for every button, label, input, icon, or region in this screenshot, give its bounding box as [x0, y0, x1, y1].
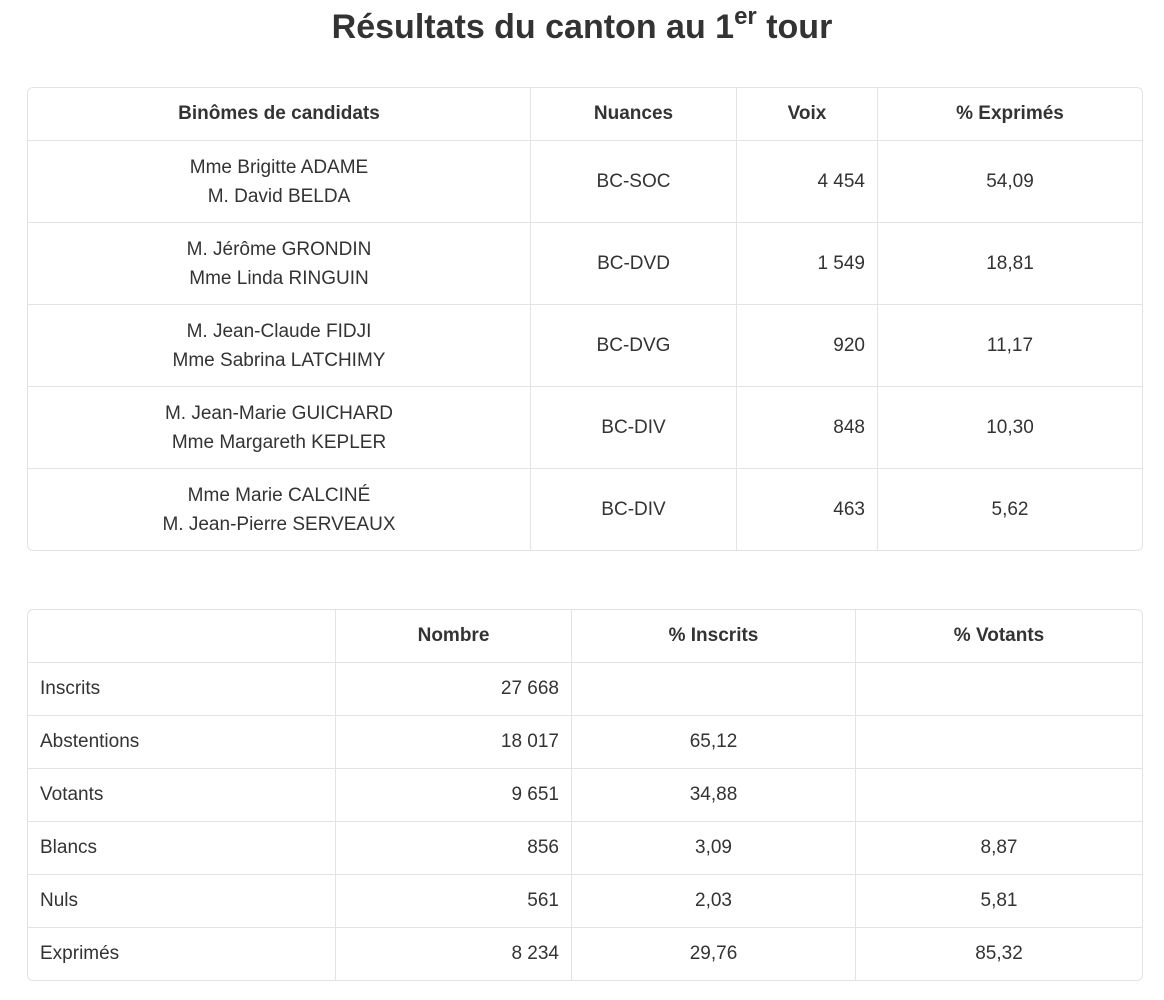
candidates-cell: M. Jean-Marie GUICHARD Mme Margareth KEPL…	[28, 387, 531, 469]
title-superscript: er	[734, 3, 757, 30]
nuance-cell: BC-DIV	[531, 387, 737, 469]
pct-votants-cell: 85,32	[975, 943, 1023, 964]
header-nuances: Nuances	[531, 88, 737, 141]
header-binomes: Binômes de candidats	[28, 88, 531, 141]
table-row: Blancs 856 3,09 8,87	[28, 822, 1142, 875]
label-cell: Blancs	[28, 822, 336, 875]
table-row: M. Jean-Marie GUICHARD Mme Margareth KEPL…	[28, 387, 1142, 469]
table-row: Inscrits 27 668	[28, 663, 1142, 716]
table-row: Abstentions 18 017 65,12	[28, 716, 1142, 769]
header-empty	[28, 610, 336, 663]
voix-cell: 1 549	[737, 223, 878, 305]
candidates-table: Binômes de candidats Nuances Voix % Expr…	[27, 87, 1143, 551]
nombre-cell: 856	[336, 822, 572, 875]
pct-exprimes-cell: 5,62	[991, 499, 1029, 520]
nuance-cell: BC-DIV	[531, 469, 737, 550]
nuance-cell: BC-DVG	[531, 305, 737, 387]
table-header-row: Nombre % Inscrits % Votants	[28, 610, 1142, 663]
table-row: Mme Brigitte ADAME M. David BELDA BC-SOC …	[28, 141, 1142, 223]
table-row: Nuls 561 2,03 5,81	[28, 875, 1142, 928]
pct-exprimes-cell: 54,09	[878, 141, 1142, 223]
label-cell: Abstentions	[28, 716, 336, 769]
nuance-cell: BC-DVD	[531, 223, 737, 305]
pct-inscrits-cell: 3,09	[572, 822, 856, 875]
label-cell: Nuls	[28, 875, 336, 928]
header-pct-exprimes: % Exprimés	[878, 88, 1142, 141]
page-title: Résultats du canton au 1er tour	[0, 5, 1164, 47]
pct-inscrits-cell: 2,03	[572, 875, 856, 928]
voix-cell: 920	[737, 305, 878, 387]
candidate-1: Mme Marie CALCINÉ	[187, 484, 371, 506]
candidate-2: M. David BELDA	[207, 185, 351, 207]
candidate-1: M. Jérôme GRONDIN	[186, 238, 372, 260]
table-row: Votants 9 651 34,88	[28, 769, 1142, 822]
pct-inscrits-cell	[572, 663, 856, 716]
pct-exprimes-cell: 11,17	[878, 305, 1142, 387]
pct-votants-cell	[856, 716, 1142, 769]
table-header-row: Binômes de candidats Nuances Voix % Expr…	[28, 88, 1142, 141]
pct-inscrits-cell: 29,76	[572, 928, 856, 980]
pct-exprimes-cell: 18,81	[878, 223, 1142, 305]
candidate-2: M. Jean-Pierre SERVEAUX	[162, 513, 396, 535]
candidate-2: Mme Sabrina LATCHIMY	[172, 349, 386, 371]
pct-exprimes-cell: 10,30	[878, 387, 1142, 469]
table-row: M. Jean-Claude FIDJI Mme Sabrina LATCHIMY…	[28, 305, 1142, 387]
pct-votants-cell	[856, 769, 1142, 822]
header-pct-votants: % Votants	[856, 610, 1142, 663]
nombre-cell: 27 668	[336, 663, 572, 716]
nombre-cell: 561	[336, 875, 572, 928]
table-row: M. Jérôme GRONDIN Mme Linda RINGUIN BC-DV…	[28, 223, 1142, 305]
pct-votants-cell	[856, 663, 1142, 716]
stats-table: Nombre % Inscrits % Votants Inscrits 27 …	[27, 609, 1143, 981]
header-voix: Voix	[737, 88, 878, 141]
nombre-cell: 8 234	[336, 928, 572, 980]
candidate-2: Mme Linda RINGUIN	[189, 267, 369, 289]
voix-cell: 4 454	[737, 141, 878, 223]
label-cell: Votants	[28, 769, 336, 822]
label-cell: Inscrits	[28, 663, 336, 716]
pct-votants-cell: 5,81	[856, 875, 1142, 928]
pct-votants-cell: 8,87	[856, 822, 1142, 875]
candidate-2: Mme Margareth KEPLER	[171, 431, 387, 453]
candidates-cell: M. Jérôme GRONDIN Mme Linda RINGUIN	[28, 223, 531, 305]
pct-inscrits-cell: 65,12	[572, 716, 856, 769]
header-nombre: Nombre	[336, 610, 572, 663]
candidates-cell: M. Jean-Claude FIDJI Mme Sabrina LATCHIMY	[28, 305, 531, 387]
header-pct-inscrits: % Inscrits	[572, 610, 856, 663]
candidates-cell: Mme Brigitte ADAME M. David BELDA	[28, 141, 531, 223]
candidate-1: M. Jean-Marie GUICHARD	[164, 402, 394, 424]
title-end: tour	[756, 8, 833, 46]
title-text: Résultats du canton au 1	[331, 8, 735, 46]
voix-cell: 463	[737, 469, 878, 550]
nombre-cell: 9 651	[336, 769, 572, 822]
label-cell: Exprimés	[28, 928, 336, 980]
nombre-cell: 18 017	[336, 716, 572, 769]
pct-inscrits-cell: 34,88	[572, 769, 856, 822]
candidate-1: M. Jean-Claude FIDJI	[186, 320, 372, 342]
candidates-cell: Mme Marie CALCINÉ M. Jean-Pierre SERVEAUX	[28, 469, 531, 550]
nuance-cell: BC-SOC	[531, 141, 737, 223]
voix-cell: 848	[737, 387, 878, 469]
table-row: Exprimés 8 234 29,76 85,32	[28, 928, 1142, 980]
table-row: Mme Marie CALCINÉ M. Jean-Pierre SERVEAUX…	[28, 469, 1142, 550]
candidate-1: Mme Brigitte ADAME	[189, 156, 369, 178]
